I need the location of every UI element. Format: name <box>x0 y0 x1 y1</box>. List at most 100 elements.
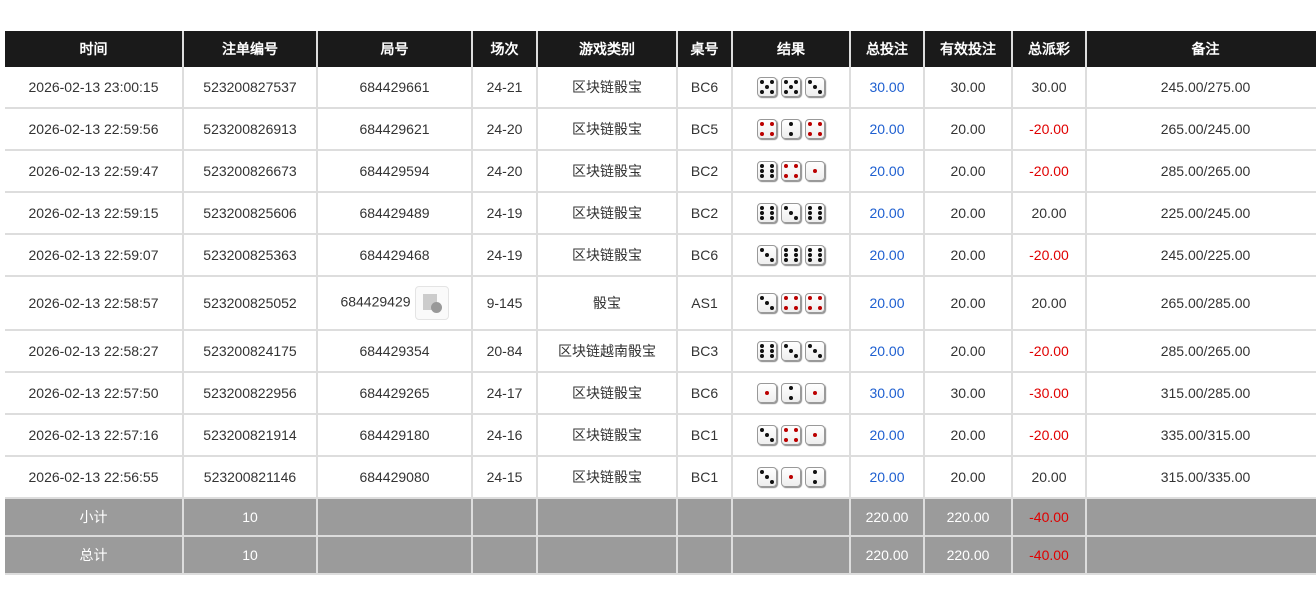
bet-id-cell: 523200826673 <box>183 150 318 193</box>
total-payout-cell: 30.00 <box>1012 67 1087 109</box>
table-no-cell: BC6 <box>677 234 733 277</box>
bet-id-cell: 523200827537 <box>183 67 318 109</box>
total-bet-cell: 30.00 <box>850 372 925 415</box>
result-cell <box>732 234 851 277</box>
table-no-cell: AS1 <box>677 276 733 331</box>
total-payout-cell: -20.00 <box>1012 150 1087 193</box>
header-table-no: 桌号 <box>677 31 733 67</box>
die-1-icon <box>805 425 825 445</box>
valid-bet-cell: 20.00 <box>924 192 1013 235</box>
result-cell <box>732 456 851 499</box>
total-row: 总计 10 220.00 220.00 -40.00 <box>5 536 1316 575</box>
bet-id-cell: 523200825052 <box>183 276 318 331</box>
result-cell <box>732 414 851 457</box>
dice-result <box>757 467 825 487</box>
valid-bet-cell: 20.00 <box>924 108 1013 151</box>
empty-cell <box>677 498 733 537</box>
header-total-bet: 总投注 <box>850 31 925 67</box>
total-payout-cell: 20.00 <box>1012 276 1087 331</box>
round-number: 684429594 <box>359 163 430 179</box>
dice-result <box>757 341 825 361</box>
note-cell: 335.00/315.00 <box>1086 414 1316 457</box>
round-number: 684429080 <box>359 469 430 485</box>
table-no-cell: BC6 <box>677 67 733 109</box>
dice-result <box>757 203 825 223</box>
header-note: 备注 <box>1086 31 1316 67</box>
game-type-cell: 区块链骰宝 <box>537 414 678 457</box>
round-cell: 684429621 <box>317 108 473 151</box>
bet-id-cell: 523200825363 <box>183 234 318 277</box>
result-cell <box>732 150 851 193</box>
valid-bet-cell: 20.00 <box>924 456 1013 499</box>
game-type-cell: 区块链骰宝 <box>537 456 678 499</box>
die-6-icon <box>781 245 801 265</box>
round-cell: 684429429 <box>317 276 473 331</box>
bet-id-cell: 523200821914 <box>183 414 318 457</box>
total-bet-cell: 20.00 <box>850 108 925 151</box>
table-no-cell: BC1 <box>677 414 733 457</box>
header-bet-id: 注单编号 <box>183 31 318 67</box>
time-cell: 2026-02-13 22:57:16 <box>5 414 184 457</box>
header-valid-bet: 有效投注 <box>924 31 1013 67</box>
valid-bet-cell: 30.00 <box>924 372 1013 415</box>
die-2-icon <box>805 467 825 487</box>
total-bet-cell: 20.00 <box>850 276 925 331</box>
table-no-cell: BC5 <box>677 108 733 151</box>
summary-label: 小计 <box>5 498 184 537</box>
empty-cell <box>472 498 538 537</box>
summary-bet: 220.00 <box>850 536 925 575</box>
table-no-cell: BC2 <box>677 192 733 235</box>
total-payout-cell: -20.00 <box>1012 330 1087 373</box>
die-3-icon <box>757 293 777 313</box>
bet-records-table: 时间 注单编号 局号 场次 游戏类别 桌号 结果 总投注 有效投注 总派彩 备注 2026-02-1… <box>5 31 1316 575</box>
table-row: 2026-02-13 22:58:57 523200825052 684429429… <box>5 276 1316 331</box>
session-cell: 24-15 <box>472 456 538 499</box>
empty-cell <box>537 536 678 575</box>
summary-count: 10 <box>183 498 318 537</box>
table-row: 2026-02-13 22:59:56 523200826913 684429621… <box>5 108 1316 151</box>
table-row: 2026-02-13 22:59:07 523200825363 684429468… <box>5 234 1316 277</box>
die-6-icon <box>757 161 777 181</box>
dice-result <box>757 119 825 139</box>
note-cell: 265.00/245.00 <box>1086 108 1316 151</box>
header-session: 场次 <box>472 31 538 67</box>
die-3-icon <box>781 341 801 361</box>
total-bet-cell: 20.00 <box>850 414 925 457</box>
die-3-icon <box>805 77 825 97</box>
die-2-icon <box>781 383 801 403</box>
note-cell: 245.00/225.00 <box>1086 234 1316 277</box>
total-payout-cell: 20.00 <box>1012 456 1087 499</box>
round-cell: 684429080 <box>317 456 473 499</box>
time-cell: 2026-02-13 22:59:07 <box>5 234 184 277</box>
round-cell: 684429594 <box>317 150 473 193</box>
valid-bet-cell: 30.00 <box>924 67 1013 109</box>
note-cell: 225.00/245.00 <box>1086 192 1316 235</box>
dice-result <box>757 77 825 97</box>
total-bet-cell: 20.00 <box>850 192 925 235</box>
bet-id-cell: 523200821146 <box>183 456 318 499</box>
round-number: 684429661 <box>359 79 430 95</box>
empty-cell <box>537 498 678 537</box>
round-number: 684429489 <box>359 205 430 221</box>
empty-cell <box>677 536 733 575</box>
video-replay-icon[interactable] <box>414 286 449 320</box>
result-cell <box>732 108 851 151</box>
table-no-cell: BC6 <box>677 372 733 415</box>
note-cell: 265.00/285.00 <box>1086 276 1316 331</box>
header-total-payout: 总派彩 <box>1012 31 1087 67</box>
game-type-cell: 骰宝 <box>537 276 678 331</box>
round-cell: 684429468 <box>317 234 473 277</box>
round-cell: 684429661 <box>317 67 473 109</box>
total-bet-cell: 20.00 <box>850 330 925 373</box>
time-cell: 2026-02-13 22:59:47 <box>5 150 184 193</box>
session-cell: 24-19 <box>472 192 538 235</box>
time-cell: 2026-02-13 22:59:15 <box>5 192 184 235</box>
die-4-icon <box>805 119 825 139</box>
result-cell <box>732 192 851 235</box>
note-cell: 245.00/275.00 <box>1086 67 1316 109</box>
bet-id-cell: 523200824175 <box>183 330 318 373</box>
valid-bet-cell: 20.00 <box>924 150 1013 193</box>
summary-payout: -40.00 <box>1012 536 1087 575</box>
total-payout-cell: -20.00 <box>1012 414 1087 457</box>
game-type-cell: 区块链骰宝 <box>537 372 678 415</box>
